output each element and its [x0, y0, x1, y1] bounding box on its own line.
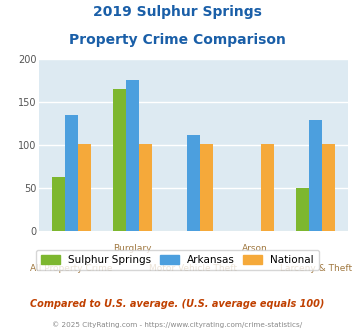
Text: Property Crime Comparison: Property Crime Comparison [69, 33, 286, 47]
Bar [322, 144, 335, 231]
Bar [200, 144, 213, 231]
Bar [261, 144, 274, 231]
Text: Larceny & Theft: Larceny & Theft [280, 264, 352, 273]
Text: All Property Crime: All Property Crime [30, 264, 113, 273]
Bar [65, 115, 78, 231]
Text: Compared to U.S. average. (U.S. average equals 100): Compared to U.S. average. (U.S. average … [30, 299, 325, 309]
Text: Arson: Arson [242, 244, 267, 253]
Legend: Sulphur Springs, Arkansas, National: Sulphur Springs, Arkansas, National [36, 250, 319, 270]
Bar [78, 144, 91, 231]
Text: Burglary: Burglary [113, 244, 152, 253]
Bar [113, 89, 126, 231]
Bar [309, 120, 322, 231]
Text: 2019 Sulphur Springs: 2019 Sulphur Springs [93, 5, 262, 19]
Bar [296, 188, 309, 231]
Text: Motor Vehicle Theft: Motor Vehicle Theft [149, 264, 237, 273]
Bar [52, 177, 65, 231]
Bar [126, 80, 139, 231]
Bar [139, 144, 152, 231]
Text: © 2025 CityRating.com - https://www.cityrating.com/crime-statistics/: © 2025 CityRating.com - https://www.city… [53, 322, 302, 328]
Bar [187, 135, 200, 231]
